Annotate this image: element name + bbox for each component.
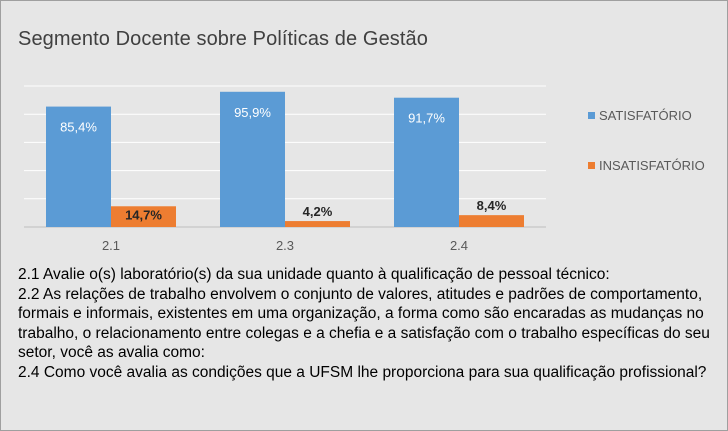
legend-item-insatisfatorio: INSATISFATÓRIO [588,158,705,173]
bar-insatisfatorio-2-3 [285,221,350,227]
data-label: 91,7% [408,111,445,126]
legend-label-satisfatorio: SATISFATÓRIO [599,108,692,123]
data-label: 8,4% [477,198,507,213]
bar-satisfatorio-2-3 [220,91,285,227]
legend-item-satisfatorio: SATISFATÓRIO [588,108,692,123]
data-label: 14,7% [125,207,162,222]
x-tick-label: 2.3 [276,238,294,253]
legend-label-insatisfatorio: INSATISFATÓRIO [599,158,705,173]
data-label: 85,4% [60,120,97,135]
chart-title: Segmento Docente sobre Políticas de Gest… [18,28,428,50]
bar-insatisfatorio-2-1 [111,206,176,227]
bar-satisfatorio-2-1 [46,106,111,227]
bar-insatisfatorio-2-4 [459,215,524,227]
legend-swatch-satisfatorio [588,112,595,119]
note-2-1: 2.1 Avalie o(s) laboratório(s) da sua un… [18,266,610,283]
bar-chart: 85,4% 14,7% 2.1 95,9% 4,2% 2.3 91,7% 8,4% 2.4 [24,85,546,253]
data-label: 95,9% [234,105,271,120]
legend-swatch-insatisfatorio [588,162,595,169]
data-label: 4,2% [303,204,333,219]
x-tick-label: 2.1 [102,238,120,253]
bar-satisfatorio-2-4 [394,97,459,227]
note-2-4: 2.4 Como você avalia as condições que a … [18,363,707,381]
question-notes: 2.1 Avalie o(s) laboratório(s) da sua un… [18,265,718,382]
x-tick-label: 2.4 [450,238,468,253]
note-2-2: 2.2 As relações de trabalho envolvem o c… [18,285,710,362]
